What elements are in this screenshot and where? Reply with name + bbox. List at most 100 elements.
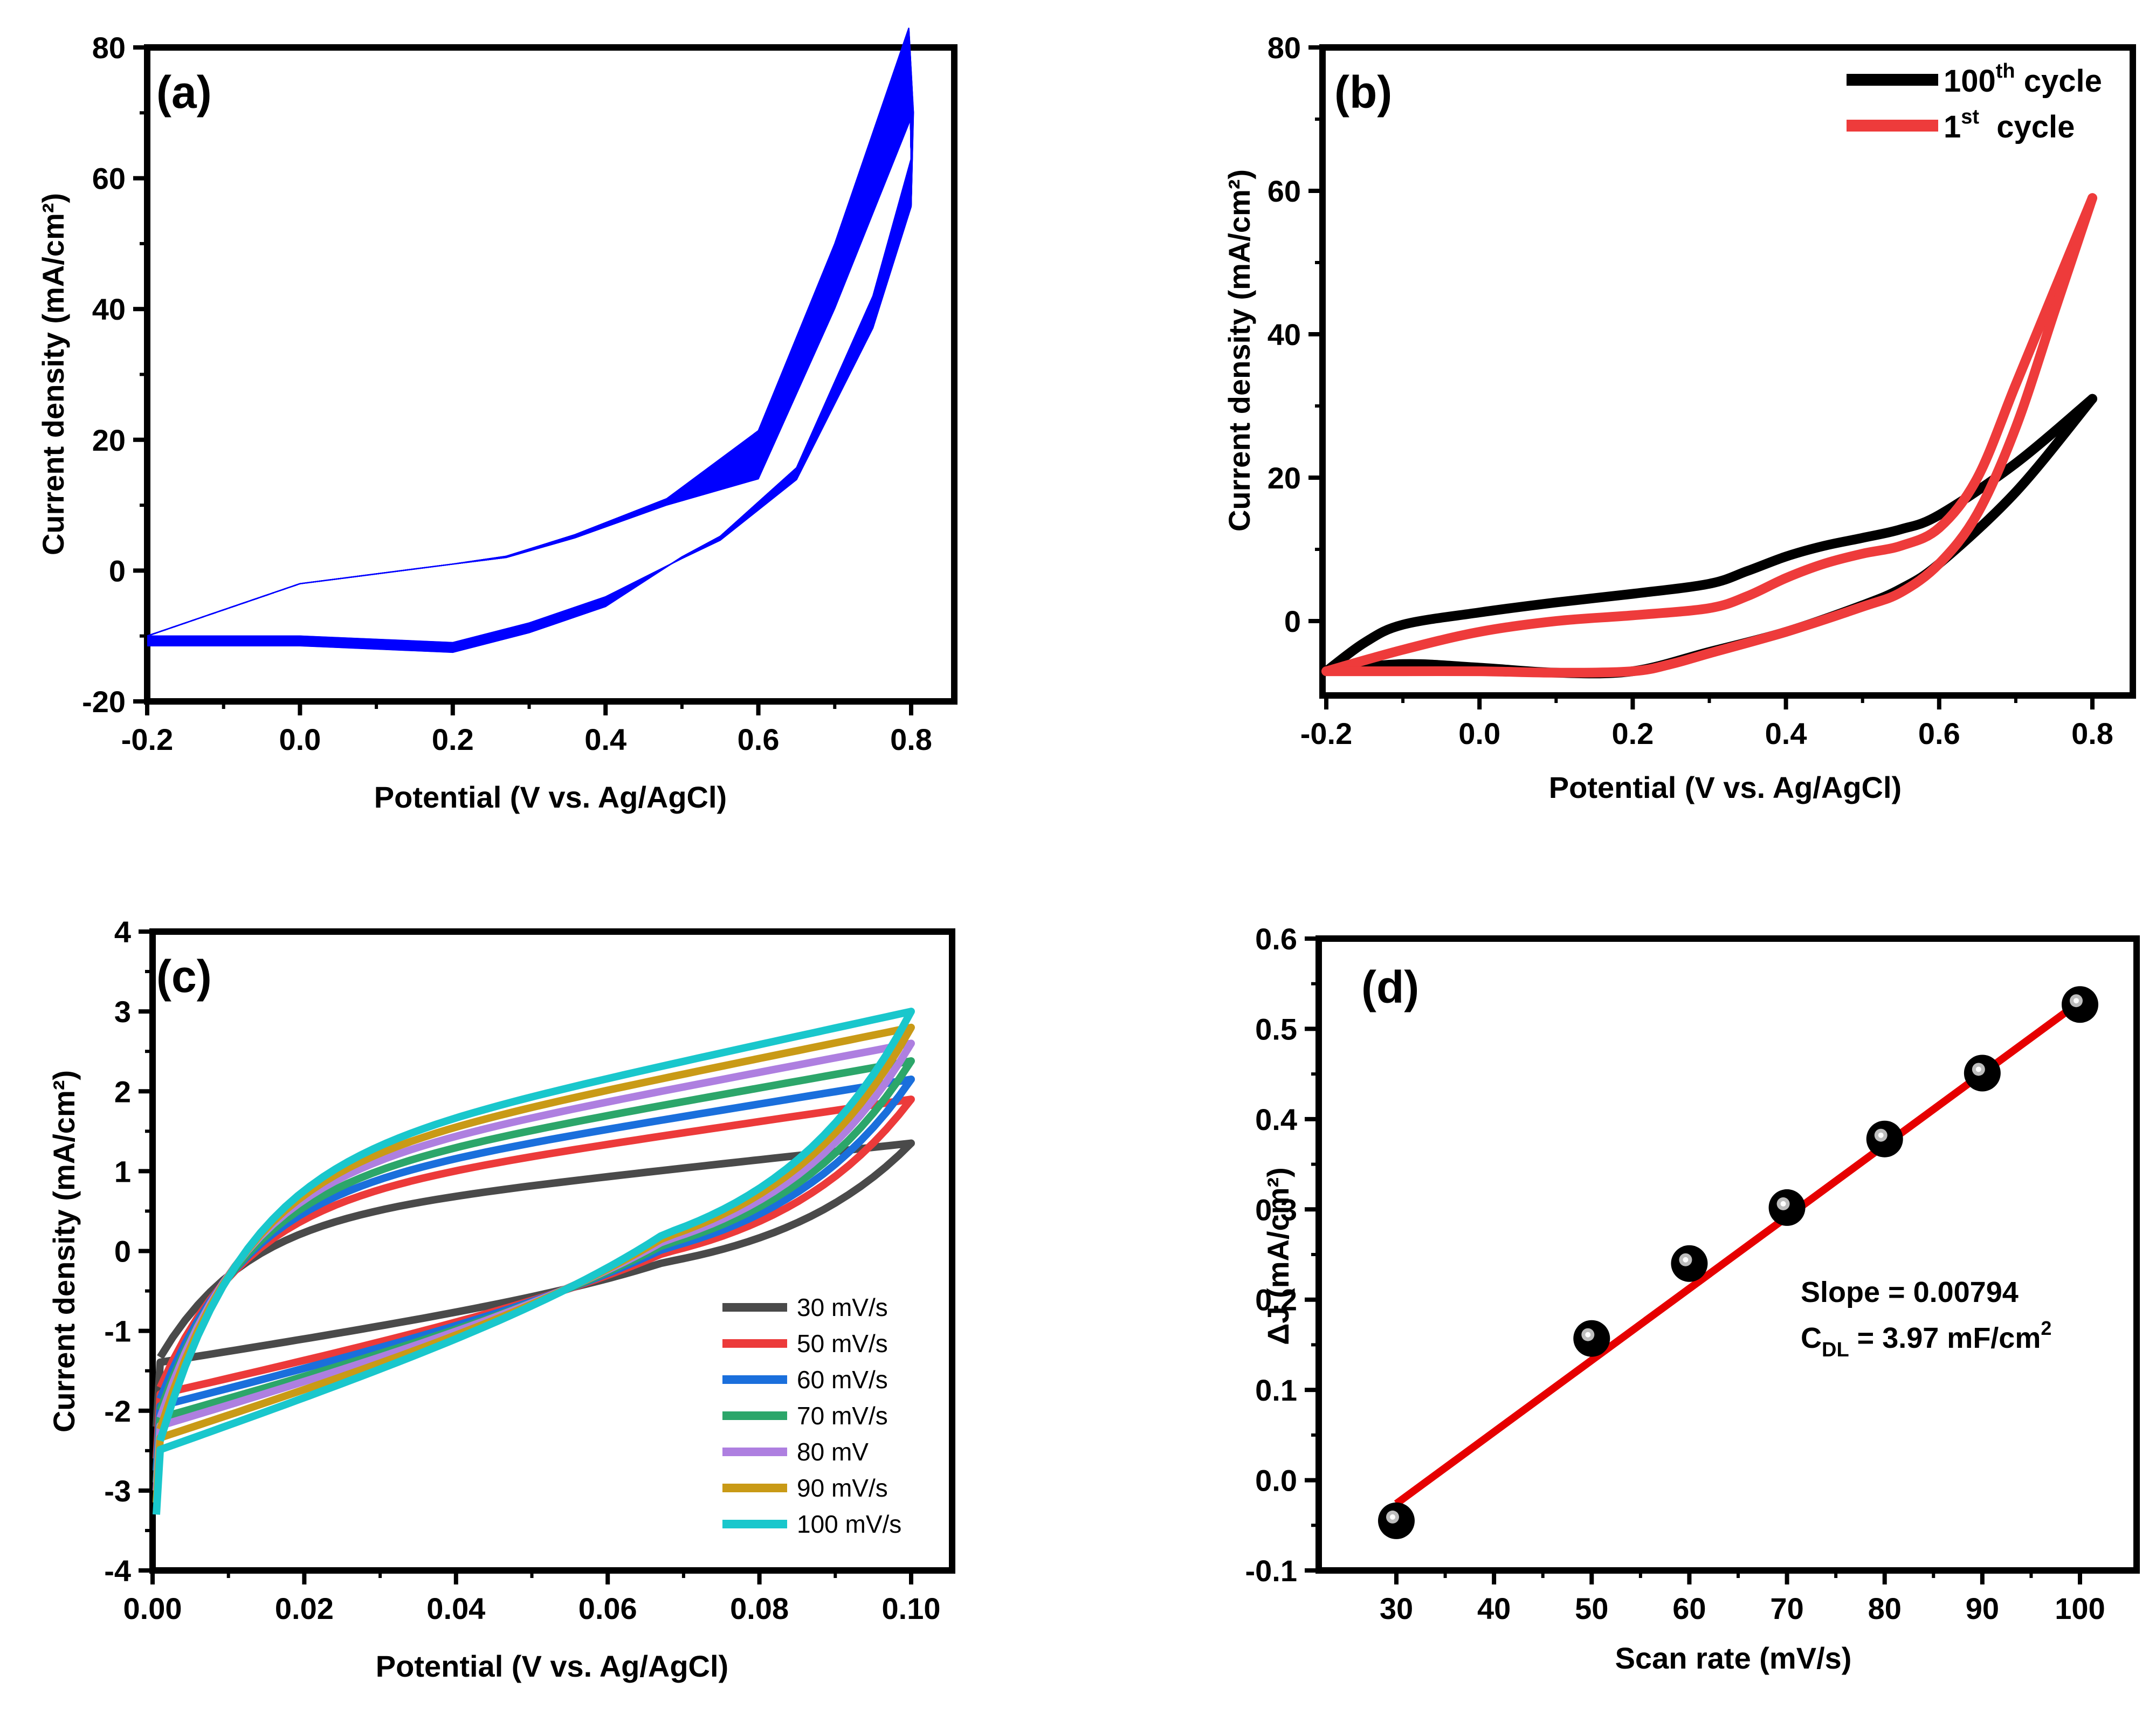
legend-label-1st-cycle: 1st cycle bbox=[1944, 106, 2075, 144]
x-tick-label: 0.0 bbox=[279, 722, 321, 756]
panel-c-legend: 30 mV/s 50 mV/s 60 mV/s 70 mV/s 80 mV 90 mV/s… bbox=[722, 1293, 901, 1538]
x-tick-label: 0.10 bbox=[882, 1591, 941, 1625]
data-point-shine bbox=[1780, 1201, 1786, 1207]
y-tick-label: 1 bbox=[114, 1154, 131, 1188]
panel-a-label: (a) bbox=[156, 67, 212, 118]
scan-curve-6 bbox=[153, 1008, 915, 1515]
panel-d-plot-frame bbox=[1315, 935, 2140, 1574]
panel-d-data-layer bbox=[1378, 986, 2098, 1539]
y-tick-label: 80 bbox=[92, 31, 126, 65]
x-tick-label: 0.0 bbox=[1458, 716, 1500, 750]
y-tick-label: 20 bbox=[92, 423, 126, 457]
cycle-100-curve-forward bbox=[1321, 394, 2097, 677]
panel-a-y-axis-label: Current density (mA/cm²) bbox=[36, 193, 70, 555]
legend-1st-superscript: st bbox=[1961, 106, 1979, 128]
y-tick-label: 0 bbox=[1284, 604, 1301, 638]
panel-a-y-axis-label-text: Current density (mA/cm²) bbox=[36, 193, 70, 555]
cycle-100-curve-reverse bbox=[1321, 394, 2097, 679]
panel-d-axis-ticks: 30 40 50 60 70 80 90 100 -0.1 0.0 0.1 0.2 0.3 0.4 0.5 0… bbox=[1245, 922, 2105, 1625]
x-tick-label: 0.4 bbox=[1765, 716, 1807, 750]
scan-curve-5 bbox=[153, 1023, 915, 1503]
y-tick-label: 40 bbox=[92, 292, 126, 326]
y-tick-label: -2 bbox=[104, 1394, 131, 1428]
cycle-1-curve-reverse bbox=[1321, 193, 2097, 678]
legend-1st-number: 1 bbox=[1944, 109, 1961, 144]
y-tick-label: 0.5 bbox=[1255, 1012, 1297, 1046]
legend-label-scan-5: 90 mV/s bbox=[797, 1474, 888, 1502]
panel-d-y-axis-label-text: ΔJ (mA/cm²) bbox=[1261, 1167, 1295, 1345]
x-tick-label: 50 bbox=[1575, 1591, 1608, 1625]
x-tick-label: 0.6 bbox=[1918, 716, 1960, 750]
panel-c-x-axis-label: Potential (V vs. Ag/AgCl) bbox=[376, 1649, 728, 1683]
panel-d-label: (d) bbox=[1361, 962, 1419, 1012]
linear-fit-line bbox=[1394, 998, 2083, 1507]
scan-curve-0 bbox=[153, 1139, 915, 1427]
x-tick-label: 0.08 bbox=[730, 1591, 789, 1625]
panel-b-x-axis-label: Potential (V vs. Ag/AgCl) bbox=[1549, 770, 1902, 804]
x-tick-label: 60 bbox=[1672, 1591, 1706, 1625]
x-tick-label: 0.2 bbox=[432, 722, 474, 756]
panel-a-axis-ticks: -0.2 0.0 0.2 0.4 0.6 0.8 -20 0 20 40 60 80 bbox=[82, 31, 932, 756]
legend-label-scan-1: 50 mV/s bbox=[797, 1329, 888, 1357]
y-tick-label: -20 bbox=[82, 685, 126, 719]
y-tick-label: 0.3 bbox=[1255, 1193, 1297, 1226]
scan-curve-4 bbox=[153, 1039, 915, 1491]
y-tick-label: -4 bbox=[104, 1554, 131, 1588]
y-tick-label: -0.1 bbox=[1245, 1554, 1298, 1588]
cdl-annotation: CDL = 3.97 mF/cm2 bbox=[1801, 1317, 2051, 1361]
panel-c-y-axis-label: Current density (mA/cm²) bbox=[47, 1070, 81, 1432]
x-tick-label: 90 bbox=[1966, 1591, 1999, 1625]
panel-d-y-axis-label: ΔJ (mA/cm²) bbox=[1261, 1167, 1295, 1345]
panel-c-data-layer bbox=[153, 1008, 915, 1515]
y-tick-label: 4 bbox=[114, 915, 131, 949]
panel-a-x-axis-label: Potential (V vs. Ag/AgCl) bbox=[374, 780, 727, 814]
cv-cycle-100 bbox=[147, 112, 914, 643]
x-tick-label: 0.04 bbox=[426, 1591, 485, 1625]
x-tick-label: 30 bbox=[1380, 1591, 1413, 1625]
slope-annotation: Slope = 0.00794 bbox=[1801, 1276, 2019, 1308]
x-tick-label: 100 bbox=[2055, 1591, 2105, 1625]
panel-c-axis-ticks: 0.00 0.02 0.04 0.06 0.08 0.10 -4 -3 -2 -1 0 1 2 3 4 bbox=[104, 915, 940, 1625]
legend-label-scan-2: 60 mV/s bbox=[797, 1366, 888, 1394]
y-tick-label: 0.4 bbox=[1255, 1102, 1297, 1136]
x-tick-label: 0.00 bbox=[123, 1591, 182, 1625]
legend-100th-suffix: cycle bbox=[2015, 64, 2102, 99]
legend-label-scan-6: 100 mV/s bbox=[797, 1510, 901, 1538]
cycle-1-curve-forward bbox=[1321, 193, 2097, 677]
cv-cycle-21 bbox=[147, 44, 912, 651]
cdl-value: = 3.97 mF/cm bbox=[1849, 1322, 2041, 1354]
cdl-superscript: 2 bbox=[2041, 1317, 2051, 1339]
panel-a-plot-frame bbox=[144, 44, 958, 705]
panel-c-y-axis-label-text: Current density (mA/cm²) bbox=[47, 1070, 81, 1432]
panel-c-label: (c) bbox=[156, 951, 212, 1002]
y-tick-label: 3 bbox=[114, 995, 131, 1029]
panel-b-y-axis-label: Current density (mA/cm²) bbox=[1222, 169, 1256, 532]
y-tick-label: 40 bbox=[1268, 318, 1301, 352]
x-tick-label: 0.8 bbox=[2071, 716, 2113, 750]
scan-curve-2 bbox=[153, 1076, 915, 1471]
data-point-shine bbox=[1878, 1132, 1884, 1138]
x-tick-label: 40 bbox=[1477, 1591, 1511, 1625]
x-tick-label: 0.02 bbox=[275, 1591, 334, 1625]
y-tick-label: -3 bbox=[104, 1474, 131, 1508]
y-tick-label: 0.1 bbox=[1255, 1373, 1297, 1407]
cdl-prefix: C bbox=[1801, 1322, 1822, 1354]
y-tick-label: 2 bbox=[114, 1074, 131, 1108]
legend-label-scan-3: 70 mV/s bbox=[797, 1402, 888, 1430]
x-tick-label: 70 bbox=[1770, 1591, 1803, 1625]
panel-b-label: (b) bbox=[1334, 67, 1392, 118]
x-tick-label: -0.2 bbox=[121, 722, 174, 756]
y-tick-label: 60 bbox=[1268, 174, 1301, 208]
x-tick-label: 0.4 bbox=[584, 722, 626, 756]
panel-d-x-axis-label: Scan rate (mV/s) bbox=[1615, 1641, 1852, 1675]
data-point-shine bbox=[2074, 998, 2079, 1004]
panel-b-legend: 100th cycle 1st cycle bbox=[1847, 60, 2102, 144]
y-tick-label: 20 bbox=[1268, 461, 1301, 495]
data-point-shine bbox=[1585, 1332, 1591, 1338]
legend-100th-superscript: th bbox=[1996, 60, 2015, 82]
y-tick-label: -1 bbox=[104, 1314, 131, 1348]
panel-b-cycle-comparison: -0.2 0.0 0.2 0.4 0.6 0.8 0 20 40 60 80 (b) 100th c… bbox=[1222, 31, 2136, 804]
panel-c-scan-rate-cv: 0.00 0.02 0.04 0.06 0.08 0.10 -4 -3 -2 -1 0 1 2 3 4 (c… bbox=[47, 915, 955, 1683]
y-tick-label: 0 bbox=[114, 1235, 131, 1269]
cdl-subscript: DL bbox=[1822, 1339, 1849, 1361]
